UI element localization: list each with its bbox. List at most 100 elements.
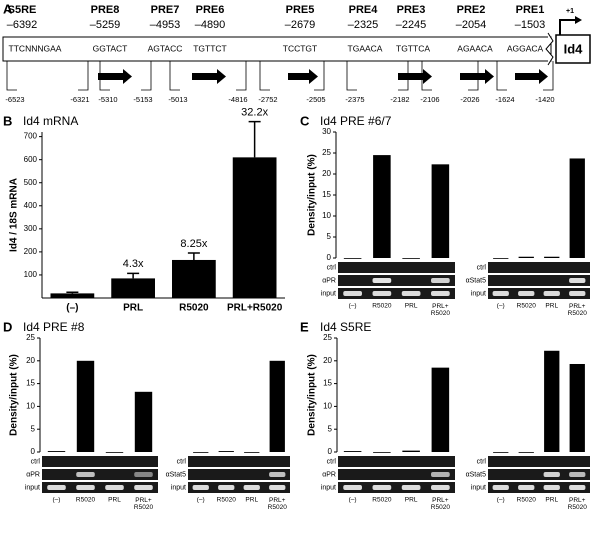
y-tick-label: 20 [323,356,332,365]
gel-band [401,291,421,296]
primer-arrow [496,61,507,91]
element-position: –6392 [7,19,38,31]
element-position: –4953 [150,19,181,31]
element-sequence: GGTACT [93,43,128,53]
gel-band [401,485,421,490]
gel-band [372,278,392,283]
gel-strip [488,288,590,299]
y-tick-label: 500 [24,178,38,187]
y-tick-label: 25 [323,333,332,342]
element-arrowhead [539,69,548,84]
gel-row-label: αPR [26,471,40,478]
bar [373,155,391,258]
y-tick-label: 400 [24,201,38,210]
element-position: –2679 [285,19,316,31]
y-tick-label: 5 [328,424,333,433]
gel-row-label: αStat5 [466,277,486,284]
primer-label: -5013 [168,95,187,104]
element-arrow [460,73,486,80]
bar [76,360,95,452]
y-tick-label: 10 [323,402,332,411]
lane-label: PRL+ R5020 [568,497,588,511]
lane-label: (–) [349,497,357,504]
chart-title: Id4 PRE #6/7 [320,114,392,128]
gel-row-label: ctrl [31,458,41,465]
gel-row-label: ctrl [177,458,187,465]
fold-change-label: 4.3x [123,258,144,270]
promoter-box [2,36,552,62]
gel-row-label: ctrl [477,264,487,271]
gel-band [492,291,509,296]
element-position: –4890 [195,19,226,31]
lane-label: PRL+ R5020 [431,497,451,511]
element-arrowhead [309,69,318,84]
primer-arrow [78,61,89,91]
gel-band [134,472,153,477]
gel-row-label: αStat5 [166,471,186,478]
bar [402,450,420,452]
element-arrow [98,73,124,80]
bar [105,452,124,453]
primer-label: -1624 [495,95,514,104]
bar [569,158,585,258]
gel-row-label: αStat5 [466,471,486,478]
element-name: PRE5 [286,4,315,16]
primer-arrow [169,61,180,91]
element-sequence: AGGACA [507,43,544,53]
lane-label: PRL [405,303,418,310]
primer-arrow [543,61,554,91]
element-position: –2245 [396,19,427,31]
element-sequence: TCCTGT [283,43,317,53]
panel-letter: D [3,319,12,334]
bar [269,360,285,452]
x-tick-label: R5020 [179,303,209,314]
gel-row-label: ctrl [327,458,337,465]
primer-label: -2106 [420,95,439,104]
element-arrow [515,73,540,80]
panel-letter: B [3,113,12,128]
element-position: –2054 [456,19,487,31]
gel-row-label: αPR [322,471,336,478]
gel-strip [188,469,290,480]
lane-label: PRL [245,497,258,504]
primer-label: -2505 [306,95,325,104]
lane-label: PRL [545,303,558,310]
gel-band [431,291,450,296]
lane-label: PRL+ R5020 [134,497,154,511]
bar [493,452,509,453]
y-tick-label: 600 [24,155,38,164]
y-tick-label: 20 [322,169,331,178]
gel-band [518,291,535,296]
gel-strip [42,469,158,480]
gel-band [492,485,509,490]
y-tick-label: 25 [26,333,35,342]
gel-strip [338,275,455,286]
primer-arrow [259,61,270,91]
element-sequence: AGTACC [148,43,183,53]
x-tick-label: (–) [66,303,78,314]
error-bar [248,120,261,158]
y-axis-label: Density/input (%) [9,354,20,436]
gel-band [569,291,586,296]
gel-strip [338,482,455,493]
element-sequence: TGTTCA [396,43,430,53]
gel-strip [188,456,290,467]
gel-band [372,485,392,490]
bar [343,451,362,452]
break-symbol [545,32,554,66]
y-tick-label: 5 [327,232,332,241]
lane-label: PRL+ R5020 [568,303,588,317]
y-tick-label: 5 [31,424,36,433]
y-tick-label: 0 [31,447,36,456]
lane-label: PRL+ R5020 [268,497,288,511]
element-sequence: TGAACA [348,43,383,53]
lane-label: R5020 [517,303,537,310]
gel-band [431,485,450,490]
lane-label: PRL [545,497,558,504]
gel-strip [338,456,455,467]
y-tick-label: 300 [24,224,38,233]
gel-row-label: input [25,484,40,491]
gel-row-label: input [321,484,336,491]
bar [343,258,362,259]
fold-change-label: 32.2x [241,107,268,119]
